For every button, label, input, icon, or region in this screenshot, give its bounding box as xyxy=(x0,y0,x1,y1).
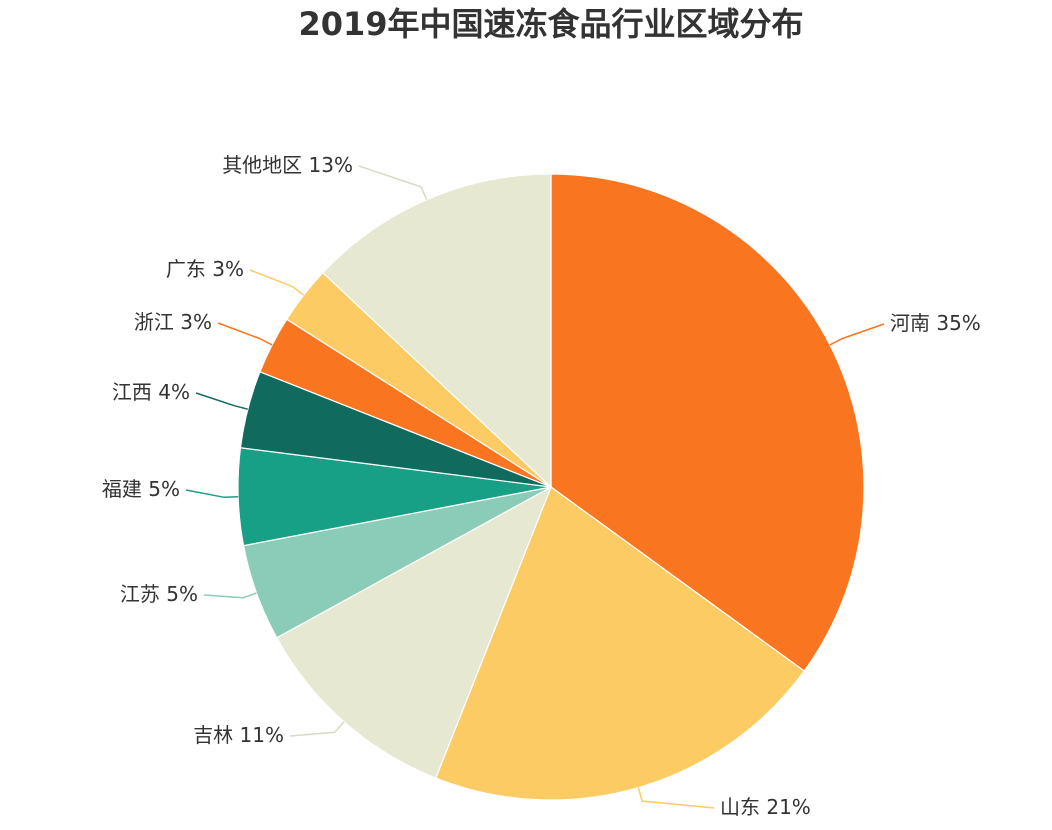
pie-slice-shandong xyxy=(435,486,806,801)
slice-label-guangdong: 广东 3% xyxy=(166,257,244,281)
leader-line-fujian xyxy=(185,489,239,499)
pie-slice-jilin xyxy=(275,485,553,779)
slice-label-henan: 河南 35% xyxy=(890,311,981,335)
chart-title: 2019年中国速冻食品行业区域分布 xyxy=(298,5,803,43)
leader-line-guangdong xyxy=(249,269,305,296)
leader-lines xyxy=(185,165,885,809)
slice-label-zhejiang: 浙江 3% xyxy=(134,310,212,334)
leader-line-jilin xyxy=(289,721,345,737)
slice-label-fujian: 福建 5% xyxy=(102,477,180,501)
leader-line-jiangsu xyxy=(203,592,257,599)
slice-label-jilin: 吉林 11% xyxy=(193,723,284,747)
pie-slices xyxy=(237,173,865,801)
slice-label-shandong: 山东 21% xyxy=(720,795,811,819)
leader-line-zhejiang xyxy=(217,322,273,346)
slice-label-jiangxi: 江西 4% xyxy=(112,380,190,404)
leader-line-shandong xyxy=(637,787,715,809)
leader-line-jiangxi xyxy=(195,392,248,410)
leader-line-others xyxy=(358,165,428,201)
pie-slice-henan xyxy=(550,173,865,672)
pie-slice-others xyxy=(321,173,552,489)
leader-line-henan xyxy=(829,323,885,346)
slice-label-others: 其他地区 13% xyxy=(222,153,353,177)
slice-labels: 河南 35% 山东 21% 吉林 11% 江苏 5% 福建 5% 江西 4% 浙江 3% 广东… xyxy=(102,153,981,819)
slice-label-jiangsu: 江苏 5% xyxy=(120,582,198,606)
